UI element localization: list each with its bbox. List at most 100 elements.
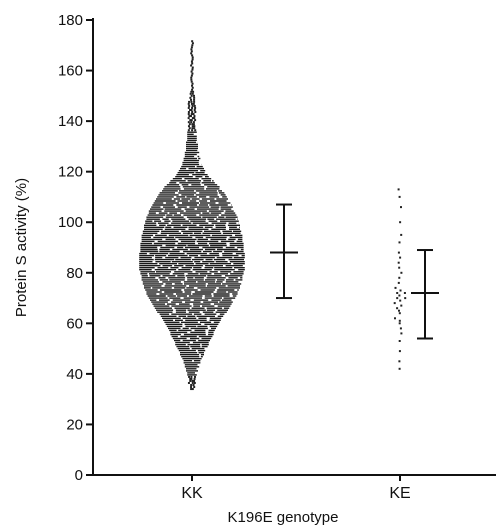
ke-data-point — [400, 304, 403, 307]
y-tick-label: 120 — [58, 164, 83, 181]
y-tick-label: 40 — [66, 366, 83, 383]
kk-data-point — [191, 84, 194, 87]
ke-data-point — [397, 251, 400, 254]
kk-data-point — [190, 115, 193, 118]
kk-data-point — [191, 129, 194, 132]
kk-data-point — [192, 113, 195, 116]
ke-data-point — [400, 332, 403, 335]
kk-data-point — [191, 104, 194, 107]
kk-data-point — [191, 123, 194, 126]
kk-data-point — [193, 377, 196, 380]
ke-data-point — [396, 292, 399, 294]
kk-data-point — [187, 129, 190, 132]
kk-data-point — [189, 108, 192, 111]
y-tick-label: 60 — [66, 315, 83, 332]
ke-data-point — [400, 206, 402, 209]
kk-data-point — [192, 121, 195, 124]
kk-data-point — [190, 52, 193, 55]
kk-data-point — [192, 102, 195, 105]
kk-data-point — [191, 117, 194, 120]
kk-data-point — [194, 119, 197, 122]
x-axis-title: K196E genotype — [228, 509, 339, 526]
kk-data-point — [193, 115, 196, 118]
kk-data-point — [193, 379, 196, 382]
kk-data-point — [191, 127, 194, 130]
y-tick-label: 0 — [75, 467, 83, 484]
ke-data-point — [398, 266, 401, 269]
kk-data-point — [190, 375, 193, 378]
ke-data-point — [398, 309, 400, 312]
kk-data-point — [188, 127, 191, 130]
kk-data-point — [188, 115, 191, 118]
ke-data-point — [398, 312, 401, 315]
kk-data-point — [192, 94, 195, 97]
kk-data-point — [193, 381, 196, 384]
error-bar-ke — [411, 249, 439, 340]
ke-data-point — [396, 297, 399, 300]
kk-data-point — [191, 92, 194, 95]
ke-data-point — [398, 241, 401, 244]
kk-data-point — [193, 100, 196, 103]
kk-data-point — [187, 106, 190, 109]
ke-data-point — [394, 317, 396, 320]
kk-data-point — [193, 125, 196, 128]
kk-data-point — [191, 44, 194, 47]
kk-data-point — [190, 50, 193, 53]
kk-data-point — [190, 119, 193, 122]
kk-data-point — [190, 78, 193, 81]
kk-data-point — [191, 111, 194, 114]
kk-data-point — [190, 102, 193, 105]
kk-data-point — [188, 375, 191, 378]
kk-data-point — [191, 54, 194, 57]
kk-data-point — [189, 377, 192, 380]
kk-data-point — [190, 388, 193, 391]
ke-data-point — [398, 195, 401, 198]
kk-data-point — [187, 117, 190, 120]
kk-data-point — [191, 42, 194, 45]
kk-data-point — [188, 123, 191, 126]
kk-data-point — [193, 386, 196, 389]
y-tick-label: 20 — [66, 416, 83, 433]
kk-data-point — [191, 86, 194, 89]
ke-data-point — [404, 297, 407, 300]
y-axis-title: Protein S activity (%) — [13, 178, 30, 317]
kk-data-point — [188, 104, 191, 107]
kk-data-point — [187, 125, 190, 128]
kk-data-point — [192, 123, 195, 126]
ke-data-point — [397, 188, 400, 191]
kk-data-point — [193, 96, 196, 99]
y-tick-label: 160 — [58, 63, 83, 80]
kk-data-point — [190, 90, 193, 93]
kk-data-point — [191, 58, 194, 61]
kk-data-point — [190, 100, 193, 103]
ke-data-point — [399, 289, 402, 292]
kk-data-point — [187, 113, 190, 116]
kk-data-point — [190, 94, 193, 97]
kk-data-point — [191, 381, 194, 384]
kk-data-point — [189, 379, 192, 382]
y-axis: 0 20 40 60 80 100 120 140 160 180 — [58, 12, 94, 484]
ke-data-point — [393, 302, 396, 305]
kk-data-point — [194, 129, 197, 132]
kk-data-point — [191, 125, 194, 128]
ke-data-point — [399, 327, 402, 330]
ke-data-point — [399, 221, 402, 224]
kk-data-point — [192, 90, 195, 93]
ke-data-point — [399, 256, 402, 259]
kk-data-point — [190, 386, 193, 389]
kk-data-point — [191, 72, 194, 75]
kk-data-point — [189, 96, 192, 99]
ke-points — [393, 188, 407, 370]
kk-data-point — [190, 64, 193, 67]
ke-data-point — [399, 299, 402, 302]
ke-data-point — [397, 281, 400, 284]
kk-data-point — [191, 379, 194, 382]
kk-data-point — [190, 384, 193, 387]
kk-data-point — [191, 82, 194, 85]
kk-data-point — [193, 104, 196, 107]
ke-data-point — [397, 261, 400, 264]
kk-data-point — [190, 46, 193, 49]
ke-data-point — [398, 350, 401, 353]
kk-data-point — [193, 117, 196, 120]
